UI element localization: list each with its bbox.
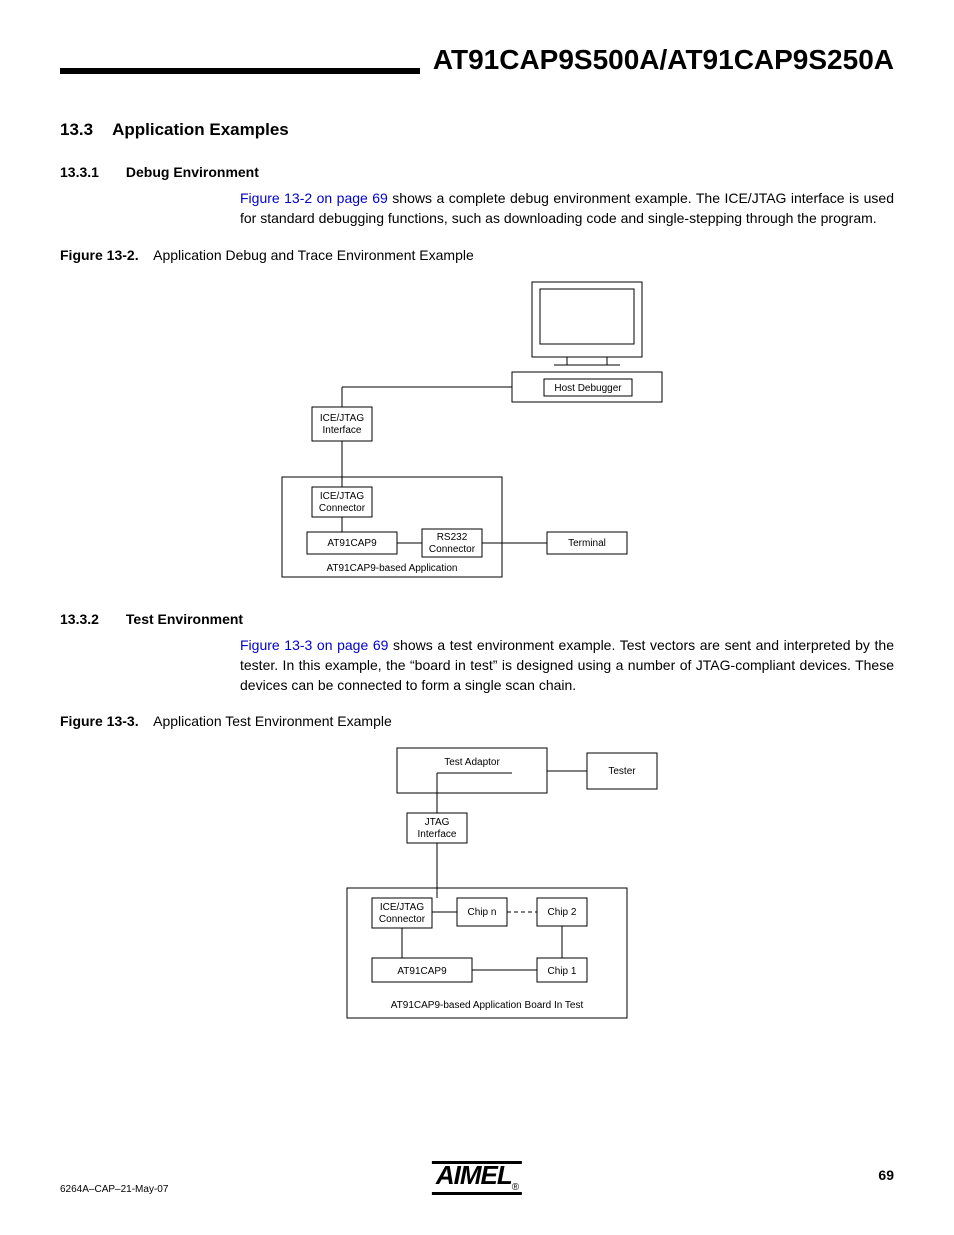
body-paragraph: Figure 13-3 on page 69 shows a test envi… <box>240 635 894 696</box>
svg-text:ICE/JTAG: ICE/JTAG <box>320 491 364 502</box>
node-at91cap9: AT91CAP9 <box>397 966 447 977</box>
node-test-adaptor: Test Adaptor <box>444 757 500 768</box>
figure-title: Application Debug and Trace Environment … <box>153 247 474 263</box>
document-title: AT91CAP9S500A/AT91CAP9S250A <box>433 44 894 76</box>
svg-text:RS232: RS232 <box>437 532 468 543</box>
node-chip-n: Chip n <box>468 907 497 918</box>
section-heading: 13.3 Application Examples <box>60 120 894 140</box>
subsection-test: 13.3.2 Test Environment Figure 13-3 on p… <box>60 611 894 696</box>
board-caption: AT91CAP9-based Application <box>326 563 457 574</box>
board-caption: AT91CAP9-based Application Board In Test <box>391 1000 584 1011</box>
node-at91cap9: AT91CAP9 <box>327 538 377 549</box>
node-chip-2: Chip 2 <box>548 907 577 918</box>
figure-caption-2: Figure 13-3. Application Test Environmen… <box>60 713 894 729</box>
subsection-number: 13.3.1 <box>60 164 122 180</box>
subsection-number: 13.3.2 <box>60 611 122 627</box>
section-number: 13.3 <box>60 120 108 140</box>
footer-pagenum: 69 <box>878 1167 894 1183</box>
subsection-title: Test Environment <box>126 611 243 627</box>
section-title: Application Examples <box>112 120 289 139</box>
figure-number: Figure 13-2. <box>60 247 150 263</box>
header-rule <box>60 68 420 74</box>
figure-1-diagram: Host Debugger ICE/JTAG Interface ICE/JTA… <box>60 277 894 587</box>
node-host-debugger: Host Debugger <box>554 383 622 394</box>
figure-caption-1: Figure 13-2. Application Debug and Trace… <box>60 247 894 263</box>
node-terminal: Terminal <box>568 538 606 549</box>
svg-text:ICE/JTAG: ICE/JTAG <box>380 902 424 913</box>
svg-text:ICE/JTAG: ICE/JTAG <box>320 413 364 424</box>
subsection-title: Debug Environment <box>126 164 259 180</box>
svg-text:JTAG: JTAG <box>425 817 450 828</box>
svg-text:Connector: Connector <box>379 914 426 925</box>
page-footer: 6264A–CAP–21-May-07 AIMEL® 69 <box>60 1145 894 1195</box>
footer-logo: AIMEL® <box>432 1161 522 1195</box>
svg-text:Connector: Connector <box>429 544 476 555</box>
svg-text:Interface: Interface <box>418 829 457 840</box>
svg-text:Connector: Connector <box>319 503 366 514</box>
subsection-debug: 13.3.1 Debug Environment Figure 13-2 on … <box>60 164 894 229</box>
figure-link[interactable]: Figure 13-3 on page 69 <box>240 637 388 653</box>
figure-link[interactable]: Figure 13-2 on page 69 <box>240 190 388 206</box>
figure-2-diagram: Test Adaptor Tester JTAG Interface ICE/J… <box>60 743 894 1033</box>
svg-text:Interface: Interface <box>323 425 362 436</box>
figure-title: Application Test Environment Example <box>153 713 392 729</box>
node-tester: Tester <box>608 766 636 777</box>
node-chip-1: Chip 1 <box>548 966 577 977</box>
footer-docid: 6264A–CAP–21-May-07 <box>60 1184 168 1195</box>
figure-number: Figure 13-3. <box>60 713 150 729</box>
body-paragraph: Figure 13-2 on page 69 shows a complete … <box>240 188 894 229</box>
